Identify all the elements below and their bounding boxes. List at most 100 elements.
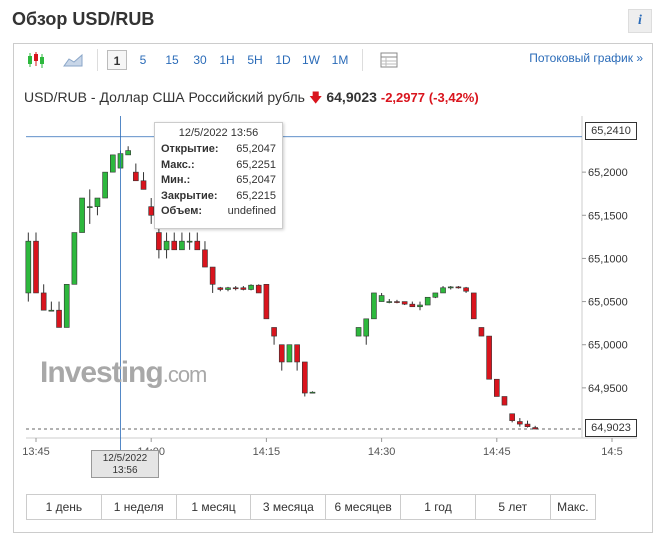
down-arrow-icon: 🡇 [308, 90, 323, 105]
tooltip-row: Закрытие: 65,2215 [161, 189, 276, 202]
y-tick-label: 65,0000 [588, 340, 628, 352]
candle-down [278, 344, 285, 363]
page-title: Обзор USD/RUB [12, 9, 155, 29]
candle-down [524, 423, 531, 427]
period-max[interactable]: Макс. [557, 500, 589, 514]
candle-down [532, 427, 539, 430]
candle-down [232, 287, 239, 290]
chart-widget-frame [13, 43, 653, 533]
interval-30[interactable]: 30 [193, 53, 207, 67]
candle-up [309, 391, 316, 394]
candle-down [255, 284, 262, 294]
candle-up [125, 150, 131, 156]
candle-up [71, 232, 78, 285]
price-change-pct: (-3,42%) [428, 90, 479, 105]
candle-up [25, 240, 32, 294]
candle-up [355, 327, 362, 337]
candle-down [501, 396, 508, 406]
x-tick-label: 14:15 [253, 446, 281, 458]
interval-1d[interactable]: 1D [275, 53, 291, 67]
candle-down [455, 286, 462, 289]
candle-down [486, 335, 492, 380]
candle-down [409, 303, 416, 308]
candle-down [301, 361, 308, 394]
interval-1h[interactable]: 1H [219, 53, 235, 67]
investing-watermark: Investing.com [40, 356, 207, 389]
period-1w[interactable]: 1 неделя [102, 495, 177, 519]
candle-down [517, 421, 523, 425]
y-tick-label: 65,1000 [588, 253, 628, 265]
candle-down [217, 287, 224, 290]
toolbar-separator [97, 49, 98, 71]
candle-up [163, 240, 170, 251]
period-3m[interactable]: 3 месяца [251, 495, 327, 519]
candle-down [194, 240, 201, 251]
period-6m[interactable]: 6 месяцев [326, 495, 402, 519]
candle-down [263, 284, 270, 320]
toolbar-separator [362, 49, 363, 71]
x-tick-label: 14:5 [601, 446, 622, 458]
interval-5[interactable]: 5 [139, 53, 147, 67]
y-tick-label: 65,1500 [588, 210, 628, 222]
interval-5h[interactable]: 5H [247, 53, 263, 67]
period-1m[interactable]: 1 месяц [177, 495, 252, 519]
period-1y[interactable]: 1 год [401, 495, 476, 519]
candle-down [133, 171, 139, 182]
table-icon[interactable] [380, 52, 398, 68]
candle-up [432, 292, 439, 298]
info-button[interactable]: i [628, 9, 652, 33]
candle-down [509, 413, 515, 421]
candle-up [440, 287, 446, 294]
crosshair-y-label: 65,2410 [585, 122, 637, 140]
candle-down [271, 327, 277, 337]
price-change: -2,2977 [380, 90, 425, 105]
candle-down [470, 292, 477, 320]
interval-1[interactable]: 1 [107, 50, 127, 70]
x-tick-label: 14:30 [368, 446, 396, 458]
candle-up [378, 295, 385, 302]
period-5y[interactable]: 5 лет [476, 495, 551, 519]
tooltip-row: Открытие: 65,2047 [161, 143, 276, 155]
candle-up [386, 301, 393, 303]
candle-down [40, 292, 47, 311]
candle-down [401, 301, 408, 305]
candle-down [171, 240, 178, 251]
candle-down [493, 378, 500, 397]
candle-up [48, 309, 55, 312]
candle-up [94, 197, 101, 207]
candle-up [286, 344, 293, 363]
candle-up [110, 154, 116, 173]
interval-1w[interactable]: 1W [302, 53, 320, 67]
interval-15[interactable]: 15 [165, 53, 179, 67]
chart-toolbar: 1 5 15 30 1H 5H 1D 1W 1M Потоковый графи… [13, 43, 653, 75]
period-1d[interactable]: 1 день [27, 495, 102, 519]
tooltip-date: 12/5/2022 13:56 [178, 127, 259, 139]
tooltip-row: Мин.: 65,2047 [161, 174, 276, 186]
candlestick-icon[interactable] [25, 51, 45, 69]
candle-up [248, 284, 254, 290]
candle-up [417, 304, 423, 308]
candle-down [394, 301, 400, 303]
candle-up [86, 206, 93, 208]
period-selector: 1 день 1 неделя 1 месяц 3 месяца 6 месяц… [26, 494, 596, 520]
last-price: 64,9023 [326, 89, 377, 105]
area-chart-icon[interactable] [63, 52, 83, 68]
candle-up [371, 292, 377, 320]
instrument-name: USD/RUB - Доллар США Российский рубль [24, 89, 305, 105]
quote-line: USD/RUB - Доллар США Российский рубль 🡇 64… [24, 89, 479, 111]
interval-1m[interactable]: 1M [331, 53, 349, 67]
y-tick-label: 65,2000 [588, 167, 628, 179]
candle-down [202, 249, 208, 268]
candle-down [209, 266, 216, 285]
x-tick-label: 13:45 [22, 446, 50, 458]
candle-up [102, 171, 108, 199]
candle-down [156, 232, 162, 251]
streaming-chart-link[interactable]: Потоковый график » [529, 51, 643, 65]
candle-up [225, 287, 231, 290]
candle-down [33, 240, 39, 294]
candle-down [140, 180, 147, 190]
candle-tooltip: 12/5/2022 13:56 Открытие: 65,2047 Макс.: 6… [154, 122, 283, 229]
candle-down [240, 287, 247, 290]
